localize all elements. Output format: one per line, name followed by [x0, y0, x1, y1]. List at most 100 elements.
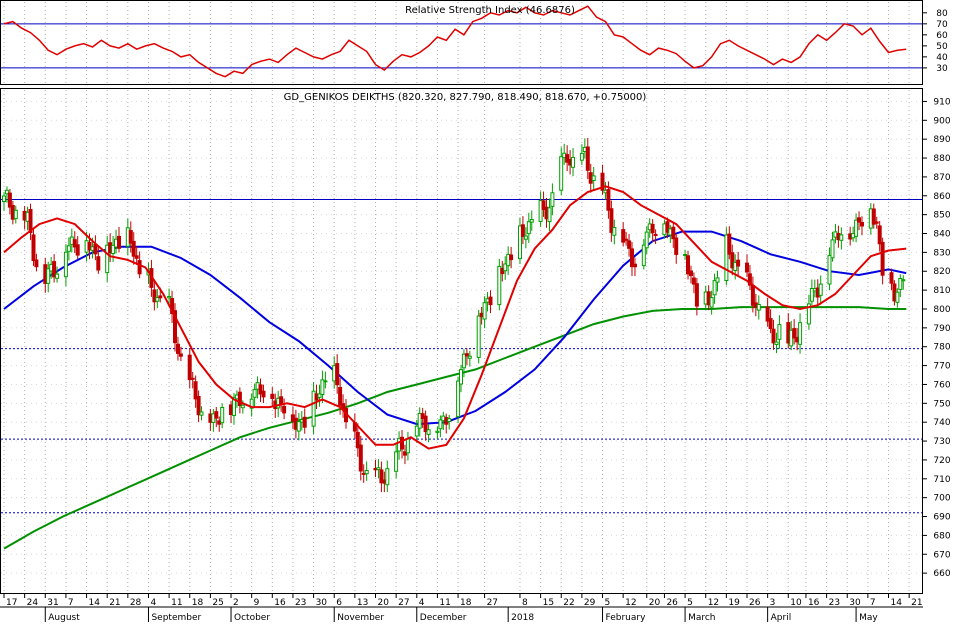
candle-down: [190, 377, 195, 380]
candle-down: [606, 189, 611, 211]
date-tick-label: 26: [666, 598, 678, 608]
candle-up: [715, 277, 720, 283]
month-label: October: [234, 613, 270, 623]
price-y-tick-label: 880: [933, 154, 950, 164]
candle-down: [689, 270, 693, 277]
month-label: February: [606, 613, 647, 623]
candle-up: [547, 207, 552, 223]
candle-down: [488, 296, 493, 306]
candle-up: [854, 219, 859, 237]
ma-mid-line: [3, 230, 907, 426]
candle-down: [747, 273, 752, 286]
candle-up: [712, 280, 717, 296]
date-axis: 17 24 31 7 14 21 28 4 11 18 25 2 9 16 23 30 6 13 20 27 4 11 18…: [3, 594, 923, 608]
candle-down: [131, 240, 136, 257]
candle-up: [317, 393, 322, 398]
candle-up: [641, 244, 646, 267]
candlesticks: [2, 138, 906, 493]
date-tick-label: 16: [808, 598, 820, 608]
candle-down: [874, 221, 879, 224]
date-tick-label: 30: [316, 598, 328, 608]
candle-up: [806, 303, 811, 325]
candle-down: [173, 310, 177, 344]
candle-down: [270, 393, 275, 399]
candle-down: [403, 451, 407, 456]
candle-up: [709, 297, 714, 308]
date-tick-label: 21: [109, 598, 120, 608]
candle-up: [320, 379, 325, 395]
candle-up: [63, 251, 68, 278]
date-tick-label: 11: [171, 598, 182, 608]
candle-down: [178, 353, 183, 357]
month-label: April: [771, 613, 792, 623]
date-tick-label: 16: [274, 598, 286, 608]
date-tick-label: 19: [728, 598, 740, 608]
candle-up: [591, 175, 596, 181]
candle-up: [467, 355, 472, 359]
candle-up: [311, 390, 316, 427]
candle-up: [435, 430, 440, 433]
moving-average-short: [3, 185, 907, 450]
candle-up: [105, 244, 110, 274]
price-y-tick-label: 780: [933, 343, 950, 353]
month-label: 2018: [511, 613, 534, 623]
candle-down: [653, 234, 658, 236]
candle-down: [674, 237, 679, 255]
candle-down: [671, 226, 676, 240]
rsi-y-tick-label: 40: [936, 53, 948, 63]
candle-down: [117, 235, 121, 249]
candle-up: [46, 268, 51, 284]
candle-up: [376, 467, 381, 471]
candle-up: [385, 468, 390, 486]
price-y-tick-label: 740: [933, 418, 950, 428]
price-y-tick-label: 850: [933, 211, 950, 221]
candle-up: [559, 156, 564, 191]
candle-down: [871, 208, 876, 225]
price-y-tick-label: 870: [933, 173, 950, 183]
date-tick-label: 17: [6, 598, 17, 608]
candle-down: [860, 222, 864, 227]
candle-down: [335, 363, 340, 386]
price-y-tick-label: 690: [933, 513, 950, 523]
candle-down: [609, 208, 614, 233]
date-tick-label: 12: [708, 598, 719, 608]
price-y-tick-label: 800: [933, 305, 950, 315]
date-tick-label: 3: [770, 598, 776, 608]
price-y-tick-label: 900: [933, 116, 950, 126]
month-label: September: [151, 613, 201, 623]
candle-up: [523, 235, 528, 240]
candle-down: [541, 200, 546, 211]
rsi-panel-frame: [0, 0, 923, 85]
candle-down: [889, 272, 894, 284]
rsi-title: Relative Strength Index (46.6876): [405, 5, 575, 16]
candle-down: [258, 384, 263, 395]
candle-up: [13, 209, 18, 220]
candle-up: [240, 404, 245, 409]
date-tick-label: 7: [68, 598, 74, 608]
candle-down: [745, 262, 749, 273]
candle-down: [28, 209, 33, 233]
candle-up: [476, 315, 481, 358]
candle-down: [176, 343, 180, 354]
date-tick-label: 11: [439, 598, 450, 608]
candle-up: [296, 421, 301, 432]
date-tick-label: 18: [192, 598, 204, 608]
candle-down: [52, 261, 57, 278]
candle-up: [414, 425, 419, 437]
candle-down: [282, 405, 287, 414]
candle-up: [818, 283, 823, 296]
price-title: GD_GENIKOS DEIKTHS (820.320, 827.790, 81…: [284, 92, 647, 103]
price-y-tick-label: 750: [933, 399, 950, 409]
candle-down: [464, 353, 469, 357]
candle-down: [736, 259, 741, 267]
date-tick-label: 29: [584, 598, 596, 608]
candle-down: [72, 239, 77, 248]
price-y-tick-label: 700: [933, 494, 950, 504]
rsi-y-tick-label: 70: [936, 20, 948, 30]
price-y-tick-label: 680: [933, 531, 950, 541]
price-y-tick-label: 810: [933, 286, 950, 296]
candle-up: [323, 380, 328, 383]
rsi-y-tick-label: 30: [936, 64, 948, 74]
